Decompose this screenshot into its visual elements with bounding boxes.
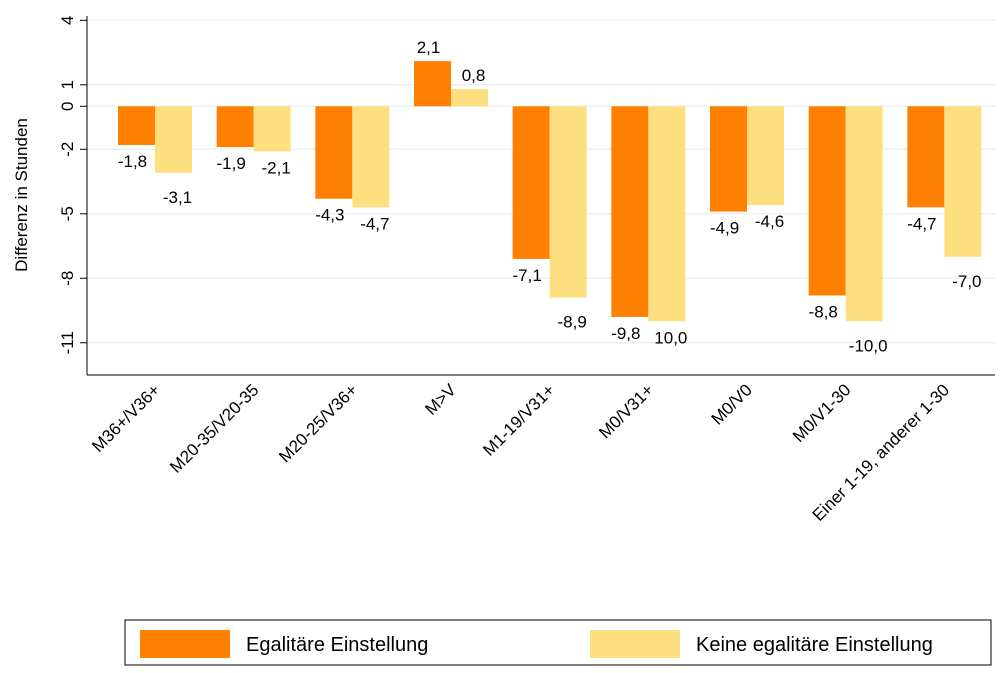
y-tick-label: 0 <box>58 102 77 111</box>
x-tick-label: M0/V1-30 <box>789 380 855 446</box>
data-label: -9,8 <box>611 324 640 343</box>
data-label: 0,8 <box>462 66 486 85</box>
legend-swatch <box>140 630 230 658</box>
data-label: -7,0 <box>952 272 981 291</box>
legend-box <box>124 619 992 666</box>
bar <box>845 106 883 322</box>
data-label: -8,8 <box>809 302 838 321</box>
data-label: -10,0 <box>849 336 888 355</box>
y-tick-label: 4 <box>58 16 77 25</box>
y-tick-label: -2 <box>58 142 77 157</box>
data-label: -4,7 <box>907 214 936 233</box>
x-tick-label: M36+/V36+ <box>88 380 164 456</box>
data-label: -4,9 <box>710 219 739 238</box>
data-label: -4,7 <box>360 214 389 233</box>
data-label: -1,9 <box>217 154 246 173</box>
bar <box>907 106 945 208</box>
bar <box>549 106 587 298</box>
bar <box>118 106 155 145</box>
x-tick-label: M0/V0 <box>708 380 756 428</box>
bar <box>611 106 649 317</box>
bar <box>253 106 291 152</box>
x-tick-label: M20-35/V20-35 <box>166 380 262 476</box>
bar <box>710 106 748 212</box>
bar <box>451 89 489 107</box>
data-label: -4,3 <box>315 206 344 225</box>
y-tick-label: -11 <box>58 331 77 354</box>
bar <box>352 106 390 208</box>
data-label: -7,1 <box>513 266 542 285</box>
data-label: -2,1 <box>262 158 291 177</box>
legend-label: Egalitäre Einstellung <box>246 634 428 656</box>
bar <box>216 106 254 148</box>
x-tick-label: M1-19/V31+ <box>479 380 558 459</box>
bar <box>944 106 982 257</box>
bar <box>155 106 192 173</box>
bar <box>414 61 452 107</box>
data-label: 10,0 <box>654 328 687 347</box>
data-label: -8,9 <box>558 313 587 332</box>
legend-swatch <box>590 630 680 658</box>
y-tick-label: 1 <box>58 80 77 89</box>
data-label: -4,6 <box>755 212 784 231</box>
data-label: 2,1 <box>417 38 441 57</box>
bar <box>747 106 785 206</box>
bar <box>648 106 686 322</box>
x-tick-label: M0/V31+ <box>595 380 657 442</box>
data-label: -1,8 <box>118 152 147 171</box>
y-axis-label: Differenz in Stunden <box>12 118 31 272</box>
legend-label: Keine egalitäre Einstellung <box>696 634 933 656</box>
y-tick-label: -8 <box>58 271 77 286</box>
x-tick-label: M>V <box>421 380 460 419</box>
bar <box>315 106 353 199</box>
y-tick-label: -5 <box>58 206 77 221</box>
bar <box>512 106 550 259</box>
x-tick-label: M20-25/V36+ <box>275 380 361 466</box>
bar <box>808 106 846 296</box>
data-label: -3,1 <box>163 188 192 207</box>
